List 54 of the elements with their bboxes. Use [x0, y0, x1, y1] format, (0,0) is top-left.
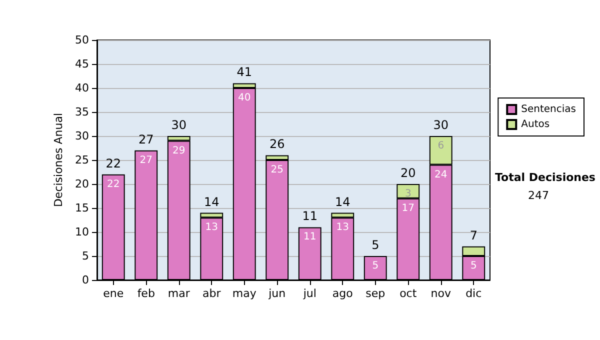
data-label: 40	[238, 92, 251, 104]
x-tick-label: may	[232, 287, 257, 300]
data-label: 5	[372, 260, 379, 272]
total-label: 20	[400, 166, 416, 180]
x-tick-label: ago	[332, 287, 354, 300]
x-tick-label: dic	[466, 287, 482, 300]
total-label: 22	[106, 156, 122, 170]
data-label: 24	[434, 169, 448, 180]
data-label: 29	[172, 145, 186, 156]
total-label: 14	[204, 194, 220, 209]
y-tick-label: 50	[75, 34, 89, 46]
y-tick-label: 40	[75, 82, 89, 94]
data-label: 22	[107, 178, 120, 190]
x-tick-label: jul	[302, 287, 316, 300]
y-tick-label: 10	[75, 226, 89, 238]
text: 247	[528, 189, 549, 202]
total-label: 26	[269, 137, 285, 152]
data-label: 6	[438, 140, 444, 152]
total-label: 14	[334, 194, 350, 209]
data-label: 13	[205, 222, 218, 234]
total-label: 27	[138, 132, 154, 146]
total-label: 7	[470, 228, 478, 242]
y-tick-label: 5	[82, 250, 89, 262]
x-tick-label: jun	[268, 287, 286, 300]
data-label: 17	[402, 202, 414, 214]
y-axis-title: Decisiones Anual	[52, 112, 66, 208]
legend-label: Autos	[521, 119, 550, 130]
x-tick-label: mar	[168, 287, 190, 300]
x-tick-label: feb	[137, 287, 155, 300]
text: Total Decisiones	[494, 171, 596, 184]
data-label: 27	[140, 154, 152, 166]
data-label: 25	[270, 164, 284, 176]
x-tick-label: nov	[430, 287, 452, 300]
data-label: 13	[336, 222, 349, 234]
y-tick-label: 15	[75, 202, 89, 214]
total-label: 30	[171, 118, 187, 132]
total-label: 11	[302, 209, 318, 224]
data-label: 5	[470, 260, 477, 272]
y-tick-label: 45	[75, 58, 89, 70]
y-tick-label: 0	[82, 274, 89, 286]
y-tick-label: 35	[75, 106, 89, 118]
x-tick-label: abr	[202, 287, 222, 300]
total-label: 41	[236, 65, 252, 80]
total-label: 5	[372, 238, 380, 252]
legend-label: Sentencias	[521, 104, 576, 115]
total-label: 30	[433, 118, 449, 132]
data-label: 11	[304, 232, 316, 243]
y-tick-label: 30	[75, 130, 89, 142]
x-tick-label: oct	[400, 287, 418, 300]
x-tick-label: sep	[366, 287, 386, 300]
data-label: 3	[404, 188, 412, 200]
x-tick-label: ene	[103, 287, 124, 300]
y-tick-label: 25	[75, 154, 89, 166]
y-tick-label: 20	[75, 178, 89, 190]
